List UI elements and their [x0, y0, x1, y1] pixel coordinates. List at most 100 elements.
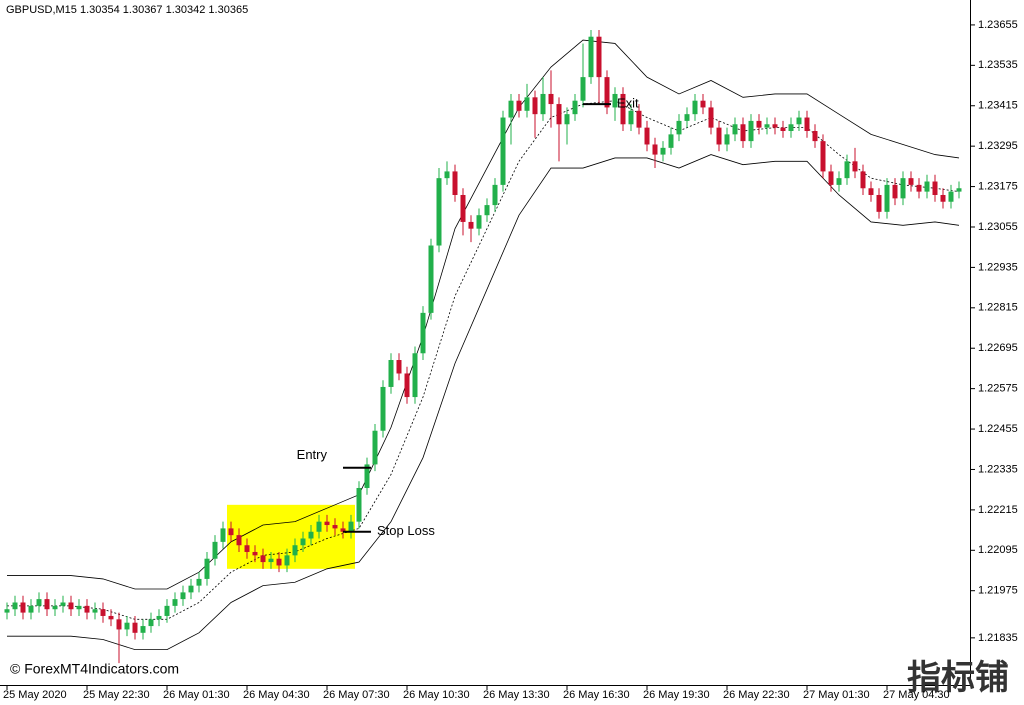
candle-body: [332, 525, 338, 529]
band-upper: [7, 39, 960, 590]
candle-body: [36, 599, 42, 606]
candle-body: [500, 117, 506, 185]
candle-body: [596, 36, 602, 78]
candle-body: [572, 100, 578, 115]
candle-body: [340, 528, 346, 532]
candle-body: [100, 609, 106, 616]
y-tick-label: 1.22455: [978, 423, 1018, 435]
y-tick-label: 1.23535: [978, 59, 1018, 71]
candle-body: [476, 215, 482, 229]
candle-body: [124, 622, 130, 630]
candle-body: [532, 97, 538, 115]
candle-body: [516, 100, 522, 111]
candle-body: [404, 373, 410, 398]
candle-body: [396, 360, 402, 374]
candle-body: [132, 622, 138, 633]
candle-body: [12, 602, 18, 610]
x-tick-label: 26 May 22:30: [723, 689, 790, 701]
candle-body: [276, 558, 282, 566]
candle-body: [716, 127, 722, 145]
candle-body: [292, 545, 298, 556]
candle-body: [660, 147, 666, 155]
candle-body: [524, 97, 530, 111]
y-tick-label: 1.22335: [978, 463, 1018, 475]
candle-body: [940, 194, 946, 202]
highlight-box: [227, 504, 355, 569]
candle-body: [956, 188, 962, 192]
candle-body: [916, 184, 922, 192]
candle-body: [444, 171, 450, 179]
candle-body: [612, 93, 618, 108]
x-tick-label: 25 May 22:30: [83, 689, 150, 701]
candle-body: [892, 184, 898, 199]
candle-body: [260, 555, 266, 563]
x-tick-label: 26 May 01:30: [163, 689, 230, 701]
annotation: Stop Loss: [377, 523, 435, 538]
candle-body: [484, 205, 490, 216]
y-tick-label: 1.23055: [978, 221, 1018, 233]
candle-body: [28, 605, 34, 613]
candle-body: [732, 124, 738, 135]
x-tick-label: 27 May 01:30: [803, 689, 870, 701]
candle-body: [764, 124, 770, 128]
candle-body: [116, 619, 122, 630]
candle-body: [868, 188, 874, 195]
candle-body: [628, 110, 634, 125]
candle-body: [108, 615, 114, 620]
candle-body: [372, 430, 378, 465]
candle-body: [60, 602, 66, 606]
chart-title: GBPUSD,M15 1.30354 1.30367 1.30342 1.303…: [6, 4, 248, 16]
candle-body: [812, 131, 818, 142]
candle-body: [860, 171, 866, 189]
candle-body: [244, 545, 250, 552]
candle-body: [668, 134, 674, 148]
candle-body: [908, 178, 914, 185]
x-tick-label: 25 May 2020: [3, 689, 67, 701]
candle-body: [748, 120, 754, 142]
candle-body: [684, 114, 690, 121]
candle-body: [228, 528, 234, 536]
candle-body: [924, 181, 930, 192]
candle-body: [556, 104, 562, 125]
band-lower: [7, 154, 960, 651]
candle-body: [220, 528, 226, 542]
candle-body: [388, 360, 394, 387]
y-tick-label: 1.23295: [978, 140, 1018, 152]
candle-body: [84, 605, 90, 613]
candle-body: [932, 181, 938, 195]
candle-body: [780, 127, 786, 132]
candle-body: [76, 605, 82, 610]
candle-body: [724, 134, 730, 145]
candle-body: [356, 487, 362, 522]
x-tick-label: 26 May 04:30: [243, 689, 310, 701]
candle-body: [4, 609, 10, 613]
candle-body: [236, 535, 242, 546]
candle-body: [884, 184, 890, 212]
candle-body: [788, 124, 794, 132]
y-tick-label: 1.22695: [978, 342, 1018, 354]
candle-body: [140, 626, 146, 633]
candle-body: [460, 194, 466, 222]
candle-body: [196, 578, 202, 586]
candle-body: [900, 178, 906, 199]
candle-body: [844, 161, 850, 179]
candle-body: [644, 127, 650, 145]
x-tick-label: 26 May 10:30: [403, 689, 470, 701]
candle-body: [180, 592, 186, 600]
annotation: Exit: [617, 96, 639, 111]
candle-body: [52, 605, 58, 610]
candle-body: [348, 521, 354, 532]
candle-body: [164, 605, 170, 616]
x-tick-label: 26 May 19:30: [643, 689, 710, 701]
candle-body: [700, 100, 706, 108]
candle-body: [828, 171, 834, 185]
candle-body: [604, 77, 610, 108]
x-tick-label: 27 May 04:30: [883, 689, 950, 701]
candle-body: [156, 615, 162, 620]
candle-body: [284, 555, 290, 566]
candle-body: [452, 171, 458, 195]
candle-body: [676, 120, 682, 135]
y-tick-label: 1.21835: [978, 632, 1018, 644]
candle-body: [300, 538, 306, 546]
